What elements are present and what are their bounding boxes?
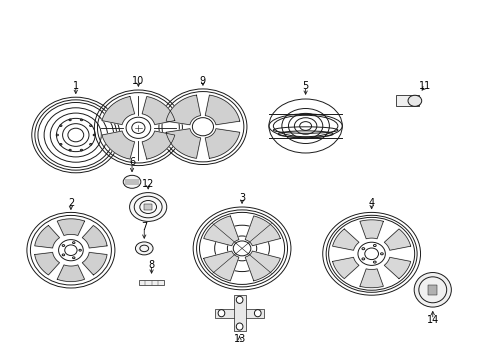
- Polygon shape: [82, 252, 107, 275]
- Ellipse shape: [123, 175, 141, 188]
- Polygon shape: [57, 219, 84, 235]
- Polygon shape: [102, 96, 134, 125]
- Polygon shape: [203, 251, 239, 281]
- Text: 6: 6: [129, 157, 135, 167]
- Text: 10: 10: [132, 76, 144, 86]
- Polygon shape: [359, 220, 383, 239]
- Polygon shape: [384, 229, 410, 250]
- Text: 12: 12: [142, 179, 154, 189]
- Text: 7: 7: [141, 222, 147, 232]
- Ellipse shape: [129, 193, 166, 221]
- Polygon shape: [215, 309, 264, 318]
- Polygon shape: [144, 204, 152, 210]
- Ellipse shape: [126, 117, 150, 138]
- Ellipse shape: [413, 273, 450, 307]
- Polygon shape: [205, 129, 239, 158]
- Text: 8: 8: [148, 260, 154, 270]
- Text: 11: 11: [418, 81, 431, 91]
- Text: 9: 9: [200, 76, 205, 86]
- Text: 13: 13: [233, 334, 245, 344]
- Polygon shape: [384, 257, 410, 279]
- Polygon shape: [395, 95, 418, 106]
- Polygon shape: [244, 216, 280, 246]
- Polygon shape: [233, 295, 245, 331]
- Text: 3: 3: [239, 193, 244, 203]
- Polygon shape: [359, 269, 383, 288]
- Ellipse shape: [254, 310, 261, 317]
- Polygon shape: [332, 229, 358, 250]
- Polygon shape: [57, 265, 84, 282]
- Polygon shape: [82, 225, 107, 248]
- Ellipse shape: [407, 95, 421, 106]
- Polygon shape: [142, 96, 175, 125]
- Polygon shape: [142, 131, 175, 159]
- Ellipse shape: [192, 118, 213, 136]
- Polygon shape: [102, 131, 134, 159]
- Text: 14: 14: [426, 315, 438, 325]
- Ellipse shape: [218, 310, 224, 317]
- Polygon shape: [332, 257, 358, 279]
- Polygon shape: [35, 252, 60, 275]
- Ellipse shape: [236, 296, 243, 303]
- Polygon shape: [139, 280, 163, 285]
- Text: 5: 5: [302, 81, 308, 91]
- Polygon shape: [166, 95, 200, 125]
- Ellipse shape: [236, 323, 243, 330]
- Polygon shape: [35, 225, 60, 248]
- Text: 4: 4: [368, 198, 374, 208]
- Text: 1: 1: [73, 81, 79, 91]
- Text: 2: 2: [68, 198, 74, 208]
- Polygon shape: [166, 129, 200, 158]
- Polygon shape: [427, 285, 436, 294]
- Polygon shape: [205, 95, 239, 125]
- Polygon shape: [203, 216, 239, 246]
- Ellipse shape: [357, 242, 385, 265]
- Ellipse shape: [135, 242, 153, 255]
- Polygon shape: [244, 251, 280, 281]
